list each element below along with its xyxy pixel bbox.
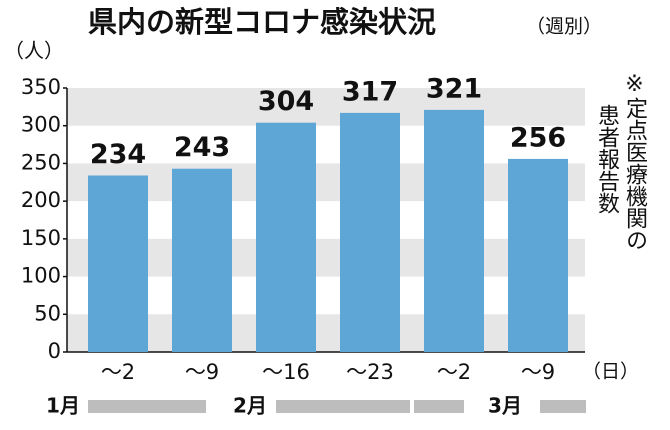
value-label: 304 [258,86,314,117]
x-tick-label: ～2 [101,360,135,384]
y-tick-label: 200 [21,188,61,212]
y-tick-label: 100 [21,264,61,288]
value-label: 317 [342,76,398,107]
bar [340,112,400,353]
month-label: 1月 [46,394,80,418]
month-segment [88,400,206,413]
x-tick-label: ～9 [521,360,555,384]
grid-band [67,88,585,126]
month-bar [88,400,586,413]
x-tick-label: ～16 [262,360,310,384]
note: 患者報告数 [594,104,620,214]
note: ※定点医療機関の [622,72,648,251]
bar [172,168,232,352]
value-label: 256 [510,122,566,153]
x-tick-label: ～23 [346,360,394,384]
value-label: 243 [174,132,230,163]
x-tick-label: ～2 [437,360,471,384]
x-tick-label: ～9 [185,360,219,384]
month-label: 3月 [488,394,522,418]
bar [424,109,484,352]
y-unit: （人） [4,39,64,63]
chart-title: 県内の新型コロナ感染状況 [88,5,436,39]
month-segment [540,400,586,413]
y-tick-label: 50 [34,301,61,325]
value-label: 234 [90,139,146,170]
bar [88,175,148,352]
y-tick-label: 350 [21,75,61,99]
bar [508,158,568,352]
y-tick-label: 0 [48,339,61,363]
grid-band [67,238,585,277]
bar [256,122,316,352]
y-tick-label: 150 [21,226,61,250]
y-tick-label: 250 [21,150,61,174]
x-unit: （日） [582,361,639,383]
chart-subtitle: （週別） [526,16,602,38]
value-label: 321 [426,73,482,104]
y-tick-label: 300 [21,113,61,137]
grid-band [67,314,585,352]
month-segment [276,400,410,413]
month-label: 2月 [233,394,267,418]
grid-band [67,163,585,202]
month-segment [414,400,464,413]
